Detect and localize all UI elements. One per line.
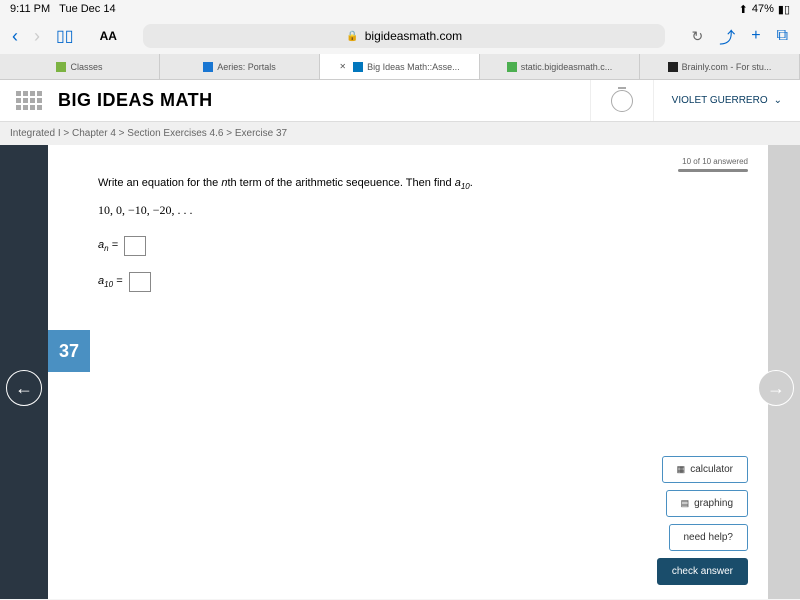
a10-input[interactable] (129, 272, 151, 292)
bookmarks-icon[interactable]: ▯▯ (56, 26, 74, 46)
tab-favicon (668, 62, 678, 72)
url-text: bigideasmath.com (365, 29, 462, 43)
app-logo: BIG IDEAS MATH (58, 90, 213, 111)
back-button[interactable]: ‹ (12, 26, 18, 47)
tabs-icon[interactable]: ⧉ (777, 27, 788, 45)
timer-section[interactable] (590, 80, 654, 121)
tab-label: Big Ideas Math::Asse... (367, 62, 460, 72)
user-menu[interactable]: VIOLET GUERRERO ⌄ (654, 95, 800, 106)
forward-button[interactable]: › (34, 26, 40, 47)
ios-status-bar: 9:11 PM Tue Dec 14 ⬆ 47% ▮▯ (0, 0, 800, 18)
tab-label: Aeries: Portals (217, 62, 276, 72)
tab-favicon (507, 62, 517, 72)
tab-label: Brainly.com - For stu... (682, 62, 772, 72)
question-content: 10 of 10 answered Write an equation for … (48, 145, 768, 599)
main-area: 10 of 10 answered Write an equation for … (0, 145, 800, 599)
action-buttons: ▦calculator ▤graphing need help? check a… (657, 456, 748, 585)
answer-a10: a10 = (98, 272, 738, 292)
battery-icon: ▮▯ (778, 3, 790, 16)
browser-toolbar: ‹ › ▯▯ AA 🔒 bigideasmath.com ↻ ⤴ + ⧉ (0, 18, 800, 54)
url-bar[interactable]: 🔒 bigideasmath.com (143, 24, 666, 48)
text-size-control[interactable]: AA (100, 29, 117, 43)
battery-percent: 47% (752, 3, 774, 15)
an-input[interactable] (124, 236, 146, 256)
prev-question-button[interactable]: ← (6, 370, 42, 406)
status-indicators: ⬆ 47% ▮▯ (739, 3, 790, 16)
exercise-number-badge: 37 (48, 330, 90, 372)
refresh-icon[interactable]: ↻ (691, 28, 703, 45)
share-icon[interactable]: ⤴ (719, 24, 735, 48)
tab-aeries[interactable]: Aeries: Portals (160, 54, 320, 79)
progress-text: 10 of 10 answered (682, 157, 748, 166)
chevron-down-icon: ⌄ (774, 95, 782, 106)
lock-icon: 🔒 (346, 31, 358, 42)
new-tab-icon[interactable]: + (751, 27, 760, 45)
sequence-values: 10, 0, −10, −20, . . . (98, 203, 738, 218)
tab-bigideas[interactable]: ✕ Big Ideas Math::Asse... (320, 54, 480, 79)
answer-an: an = (98, 236, 738, 256)
user-name: VIOLET GUERRERO (672, 95, 768, 106)
tab-favicon (353, 62, 363, 72)
calculator-icon: ▦ (677, 464, 686, 475)
graphing-button[interactable]: ▤graphing (666, 490, 748, 517)
next-question-button[interactable]: → (758, 370, 794, 406)
status-time-date: 9:11 PM Tue Dec 14 (10, 3, 116, 15)
tab-close-icon[interactable]: ✕ (339, 62, 346, 71)
question-prompt: Write an equation for the nth term of th… (98, 177, 738, 191)
tabs-bar: Classes Aeries: Portals ✕ Big Ideas Math… (0, 54, 800, 80)
tab-favicon (56, 62, 66, 72)
tab-brainly[interactable]: Brainly.com - For stu... (640, 54, 800, 79)
app-menu-icon[interactable] (16, 91, 42, 110)
check-answer-button[interactable]: check answer (657, 558, 748, 585)
help-button[interactable]: need help? (669, 524, 749, 551)
tab-label: static.bigideasmath.c... (521, 62, 613, 72)
tab-static[interactable]: static.bigideasmath.c... (480, 54, 640, 79)
stopwatch-icon (611, 90, 633, 112)
tab-classes[interactable]: Classes (0, 54, 160, 79)
status-date: Tue Dec 14 (59, 3, 115, 15)
progress-bar (678, 169, 748, 172)
status-time: 9:11 PM (10, 3, 50, 15)
graphing-icon: ▤ (681, 498, 690, 509)
tab-label: Classes (70, 62, 102, 72)
app-header: BIG IDEAS MATH VIOLET GUERRERO ⌄ (0, 80, 800, 122)
breadcrumb[interactable]: Integrated I > Chapter 4 > Section Exerc… (0, 122, 800, 145)
wifi-icon: ⬆ (739, 3, 748, 16)
calculator-button[interactable]: ▦calculator (662, 456, 748, 483)
tab-favicon (203, 62, 213, 72)
